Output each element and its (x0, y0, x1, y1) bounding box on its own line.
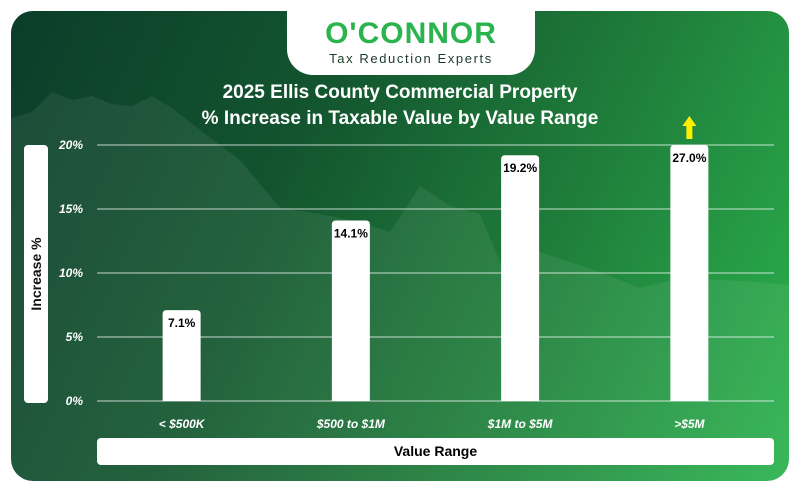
y-tick-label: 20% (58, 138, 83, 152)
data-label: 19.2% (503, 161, 537, 175)
y-tick-label: 15% (59, 202, 83, 216)
y-axis-label-box (24, 145, 48, 403)
logo-tagline: Tax Reduction Experts (329, 51, 493, 66)
bar (501, 155, 540, 401)
data-label: 14.1% (334, 227, 368, 241)
chart-title: 2025 Ellis County Commercial Property (222, 82, 578, 103)
data-label: 7.1% (168, 316, 196, 330)
y-tick-label: 0% (66, 394, 84, 408)
bar (670, 145, 709, 401)
bar (331, 220, 370, 401)
x-axis-label: Value Range (97, 438, 774, 465)
overflow-arrow-icon (682, 116, 697, 139)
y-tick-label: 5% (66, 330, 84, 344)
x-tick-label: $1M to $5M (487, 417, 554, 431)
logo: O'CONNOR Tax Reduction Experts (287, 11, 535, 75)
bar (162, 310, 201, 401)
chart-subtitle: % Increase in Taxable Value by Value Ran… (201, 108, 599, 129)
x-tick-label: $500 to $1M (316, 417, 386, 431)
x-tick-label: < $500K (159, 417, 206, 431)
logo-wordmark: O'CONNOR (325, 17, 497, 50)
y-tick-label: 10% (59, 266, 83, 280)
background-mountain (11, 92, 789, 481)
chart-card: O'CONNOR Tax Reduction Experts (11, 11, 789, 481)
x-tick-label: >$5M (674, 417, 705, 431)
data-label: 27.0% (672, 151, 706, 165)
